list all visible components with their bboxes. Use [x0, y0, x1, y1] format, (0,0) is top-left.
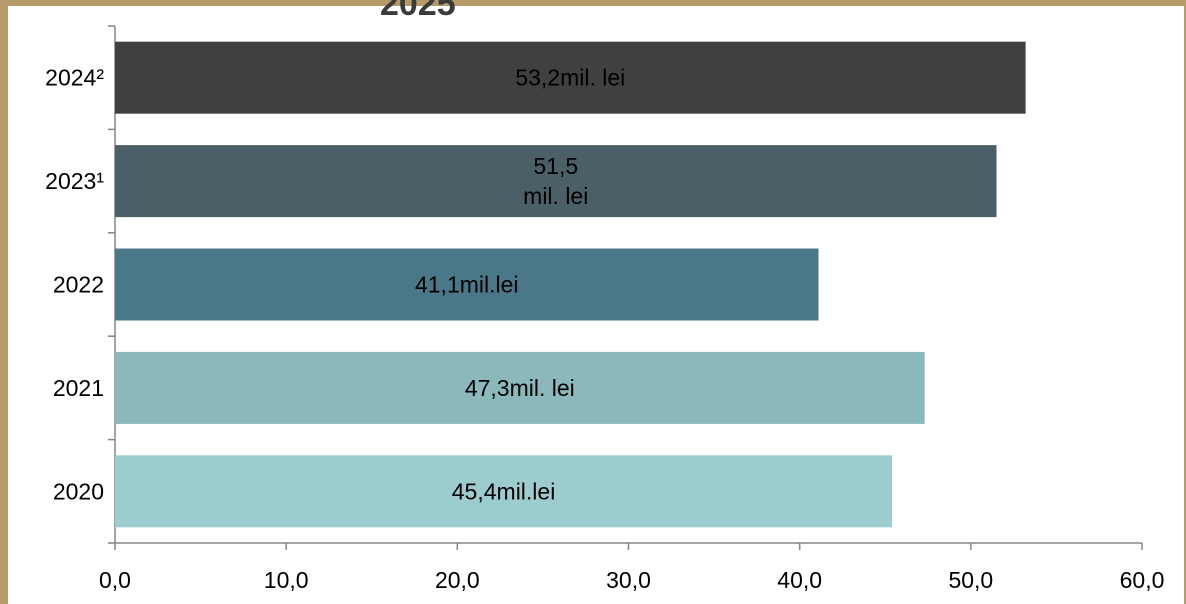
- y-category-label: 2020: [53, 478, 104, 504]
- x-tick-label: 20,0: [435, 567, 480, 593]
- bar: [115, 41, 1026, 114]
- bar-data-label: 41,1mil.lei: [415, 272, 519, 298]
- bar: [115, 248, 819, 321]
- bar: [115, 351, 925, 424]
- bar: [115, 145, 997, 218]
- bar-data-label: 47,3mil. lei: [465, 375, 575, 401]
- x-tick-label: 10,0: [264, 567, 309, 593]
- bar-data-label: 45,4mil.lei: [452, 478, 556, 504]
- bar-data-label: mil. lei: [523, 183, 588, 209]
- chart-frame: 2025 0,0 10,0 20,0 30,0 40,0 50,0 60,0 2024² 53,…: [8, 0, 1184, 604]
- x-tick-label: 40,0: [777, 567, 822, 593]
- x-tick-label: 0,0: [99, 567, 131, 593]
- y-category-label: 2024²: [45, 65, 104, 91]
- bar-data-label: 53,2mil. lei: [515, 65, 625, 91]
- x-tick-label: 50,0: [948, 567, 993, 593]
- x-tick-label: 60,0: [1120, 567, 1165, 593]
- y-category-label: 2022: [53, 272, 104, 298]
- bar: [115, 455, 893, 528]
- y-category-label: 2021: [53, 375, 104, 401]
- bar-data-label: 51,5: [533, 153, 578, 179]
- y-category-label: 2023¹: [45, 168, 104, 194]
- bar-chart: 0,0 10,0 20,0 30,0 40,0 50,0 60,0 2024² 53,2mil.…: [45, 25, 1165, 593]
- chart-title-fragment: 2025: [380, 0, 456, 16]
- x-tick-label: 30,0: [606, 567, 651, 593]
